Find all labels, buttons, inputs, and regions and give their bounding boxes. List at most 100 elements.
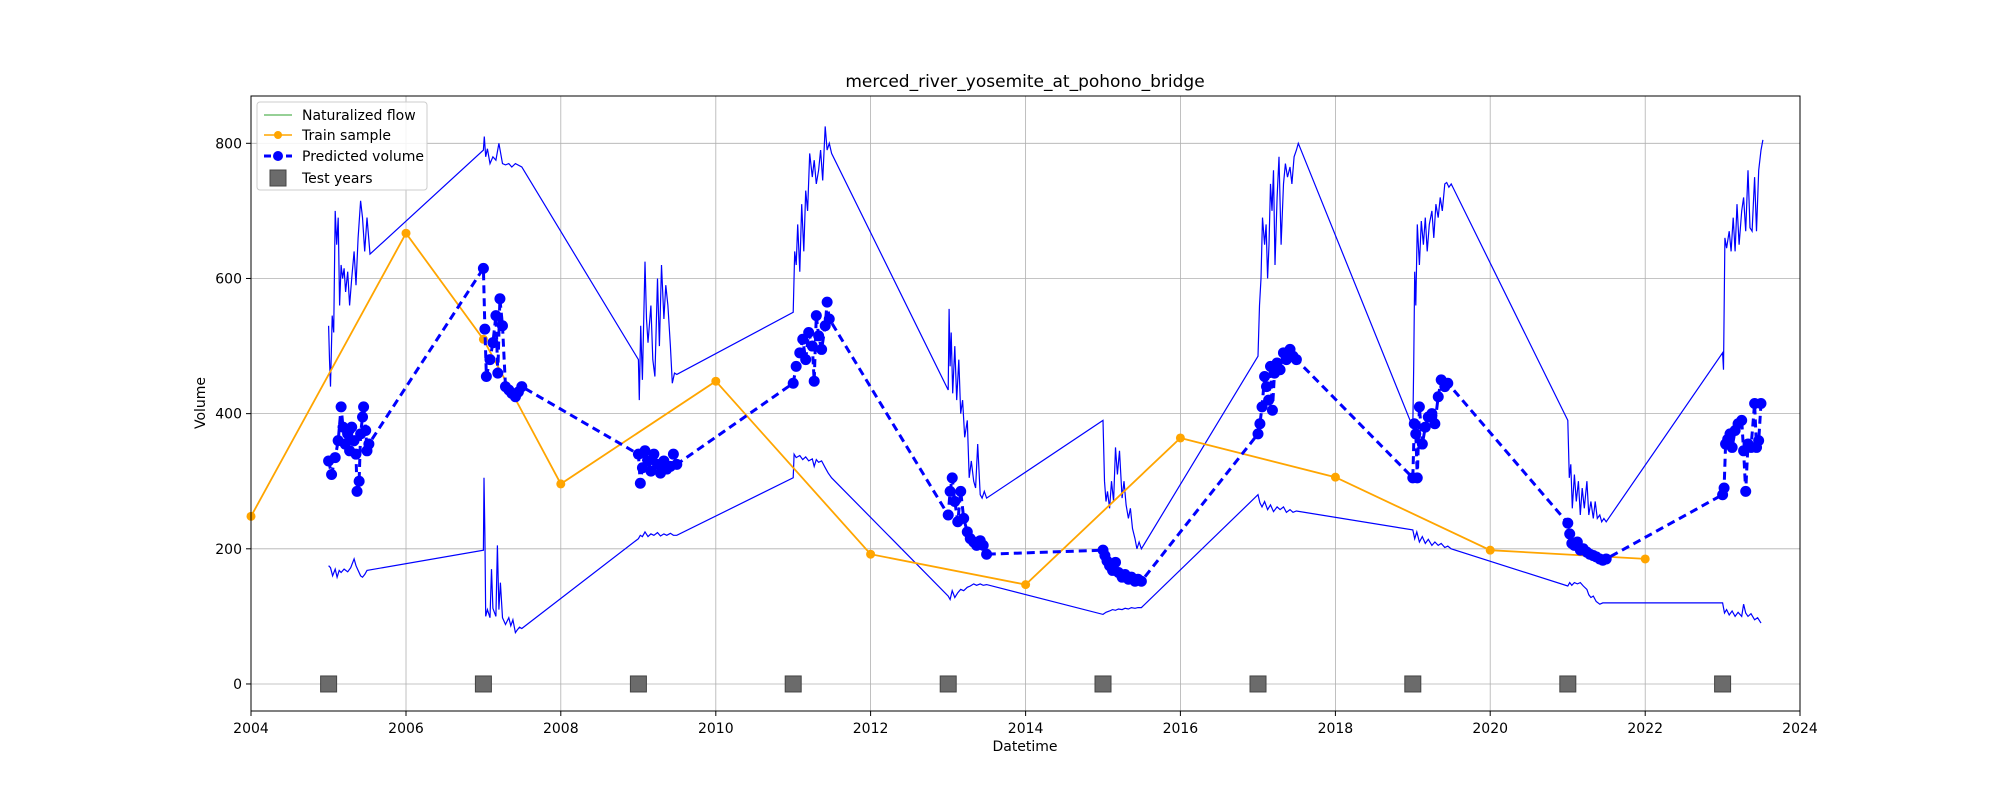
train-sample-point	[1330, 472, 1340, 482]
test-year-marker	[1559, 675, 1577, 693]
predicted-volume-point	[648, 448, 660, 460]
predicted-volume-point	[1564, 528, 1576, 540]
x-tick-label: 2004	[233, 721, 269, 737]
predicted-volume-point	[944, 485, 956, 497]
lower-bound-line	[328, 452, 1762, 635]
predicted-volume-point	[955, 485, 967, 497]
predicted-volume-point	[667, 448, 679, 460]
train-sample-series	[246, 228, 1650, 590]
test-year-marker	[1249, 675, 1267, 693]
predicted-volume-point	[977, 539, 989, 551]
predicted-volume-point	[1263, 394, 1275, 406]
train-sample-point	[1175, 433, 1185, 443]
y-tick-label: 200	[215, 542, 242, 558]
predicted-volume-point	[1753, 435, 1765, 447]
test-year-marker	[1404, 675, 1422, 693]
predicted-volume-point	[479, 323, 491, 335]
upper-bound-line	[328, 126, 1764, 551]
predicted-volume-point	[348, 435, 360, 447]
predicted-volume-point	[942, 509, 954, 521]
predicted-volume-point	[639, 445, 651, 457]
y-tick-label: 600	[215, 271, 242, 287]
predicted-volume-point	[492, 367, 504, 379]
x-tick-label: 2024	[1782, 721, 1818, 737]
predicted-volume-point	[1736, 414, 1748, 426]
x-tick-label: 2010	[698, 721, 734, 737]
predicted-volume-point	[1413, 401, 1425, 413]
test-year-marker	[1094, 675, 1112, 693]
train-sample-point	[711, 376, 721, 386]
predicted-volume-point	[821, 296, 833, 308]
predicted-volume-point	[1419, 421, 1431, 433]
predicted-volume-point	[800, 354, 812, 366]
predicted-volume-point	[1266, 404, 1278, 416]
x-axis: 2004 2006 2008 2010 2012 2014 2016 2018 2020 2022…	[233, 711, 1818, 737]
train-sample-point	[556, 479, 566, 489]
predicted-volume-point	[353, 475, 365, 487]
predicted-volume-point	[1252, 428, 1264, 440]
train-sample-point	[1485, 545, 1495, 555]
predicted-volume-point	[1562, 517, 1574, 529]
legend-predicted-label: Predicted volume	[302, 149, 424, 165]
test-year-marker	[320, 675, 338, 693]
x-tick-label: 2006	[388, 721, 424, 737]
x-tick-label: 2008	[543, 721, 579, 737]
predicted-volume-point	[671, 458, 683, 470]
chart-title: merced_river_yosemite_at_pohono_bridge	[845, 72, 1204, 92]
predicted-volume-point	[487, 337, 499, 349]
predicted-volume-point	[357, 411, 369, 423]
predicted-volume-point	[1408, 418, 1420, 430]
predicted-volume-point	[1259, 370, 1271, 382]
train-sample-point	[866, 549, 876, 559]
predicted-volume-point	[1290, 354, 1302, 366]
legend-frame	[256, 101, 428, 191]
x-tick-label: 2016	[1163, 721, 1199, 737]
train-sample-point	[401, 228, 411, 238]
predicted-volume-point	[494, 293, 506, 305]
predicted-volume-point	[329, 452, 341, 464]
predicted-volume-point	[1260, 381, 1272, 393]
predicted-volume-point	[1135, 575, 1147, 587]
predicted-volume-point	[1274, 364, 1286, 376]
predicted-volume-point	[1442, 377, 1454, 389]
predicted-volume-point	[477, 262, 489, 274]
test-years-series	[320, 675, 1732, 693]
predicted-volume-point	[1410, 428, 1422, 440]
predicted-volume-point	[645, 465, 657, 477]
predicted-volume-point	[958, 512, 970, 524]
legend: Naturalized flow Train sample Predicted …	[256, 101, 428, 191]
predicted-volume-point	[1426, 408, 1438, 420]
x-axis-title: Datetime	[992, 739, 1057, 755]
predicted-volume-point	[496, 320, 508, 332]
legend-train-marker	[274, 131, 282, 139]
predicted-volume-point	[813, 330, 825, 342]
predicted-volume-point	[360, 425, 372, 437]
y-tick-label: 400	[215, 407, 242, 423]
x-tick-label: 2022	[1627, 721, 1663, 737]
predicted-volume-point	[363, 438, 375, 450]
x-tick-label: 2014	[1008, 721, 1044, 737]
test-year-marker	[474, 675, 492, 693]
predicted-volume-point	[351, 485, 363, 497]
test-year-marker	[1714, 675, 1732, 693]
y-tick-label: 0	[233, 677, 242, 693]
predicted-volume-point	[816, 343, 828, 355]
predicted-volume-point	[1416, 438, 1428, 450]
predicted-volume-point	[516, 381, 528, 393]
legend-predicted-marker	[273, 151, 283, 161]
predicted-volume-point	[335, 401, 347, 413]
predicted-volume-point	[326, 468, 338, 480]
predicted-volume-point	[1432, 391, 1444, 403]
y-axis: 0 200 400 600 800	[215, 136, 251, 693]
train-sample-point	[1021, 580, 1031, 590]
predicted-volume-point	[790, 360, 802, 372]
predicted-volume-point	[480, 370, 492, 382]
x-tick-label: 2018	[1318, 721, 1354, 737]
predicted-volume-point	[1256, 401, 1268, 413]
legend-test-label: Test years	[301, 171, 373, 187]
predicted-volume-point	[1718, 482, 1730, 494]
predicted-volume-point	[810, 310, 822, 322]
predicted-volume-point	[634, 477, 646, 489]
predicted-volume-point	[949, 495, 961, 507]
